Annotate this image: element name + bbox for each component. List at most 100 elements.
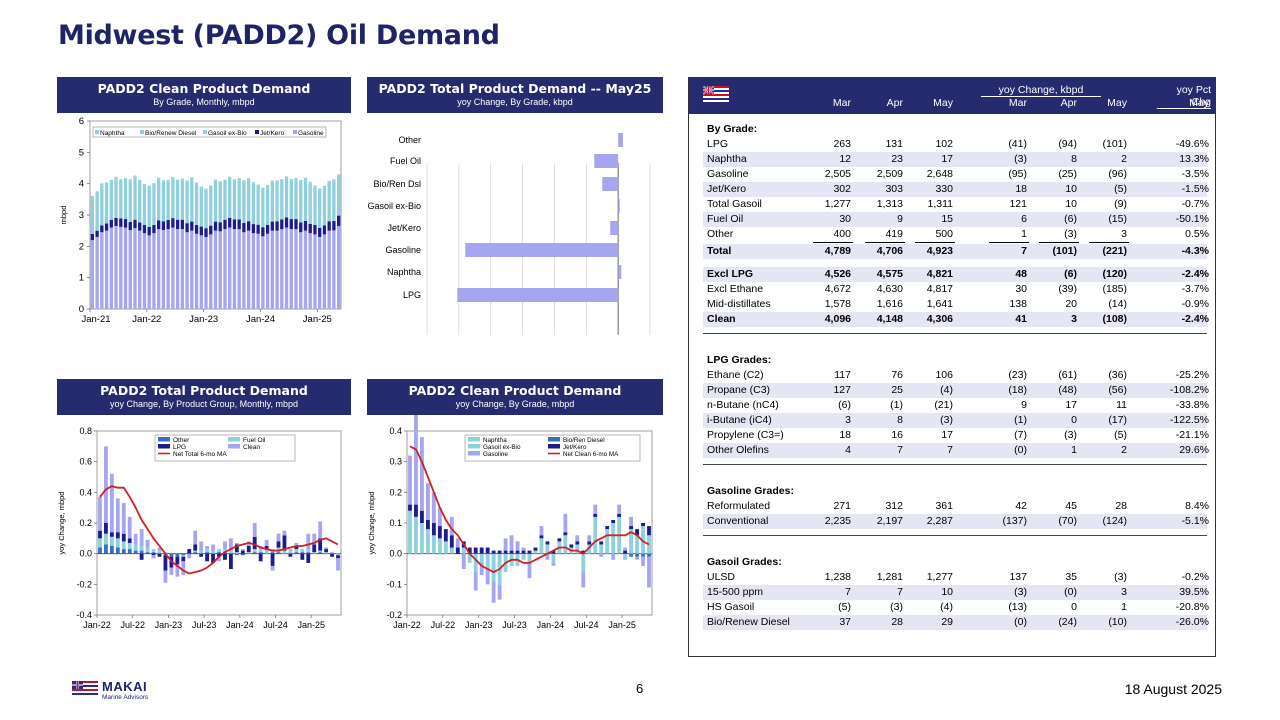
bar-segment	[275, 180, 279, 183]
bar-segment	[205, 553, 210, 562]
cell-value: (94)	[1058, 138, 1077, 150]
cell-value: (0)	[1064, 586, 1077, 598]
bar-segment	[138, 181, 142, 223]
y-tick-label: 0.6	[79, 457, 92, 467]
cell-value: 1	[1121, 601, 1127, 613]
bar-segment	[232, 229, 237, 309]
cell-value: 76	[891, 369, 903, 381]
table-row: n-Butane (nC4) (6) (1) (21) 9 17 11 -33.8%	[703, 398, 1209, 413]
x-tick-label: Jul-24	[263, 620, 288, 630]
bar-segment	[246, 230, 251, 309]
bar-segment	[336, 225, 341, 309]
bar-segment	[157, 179, 161, 221]
legend-swatch	[468, 451, 480, 456]
bar-segment	[300, 549, 305, 553]
x-tick-label: Jan-24	[246, 314, 275, 325]
bar-segment	[104, 183, 109, 185]
table-row: Propane (C3) 127 25 (4) (18) (48) (56) -108.2%	[703, 383, 1209, 398]
row-label: Bio/Renew Diesel	[707, 616, 790, 628]
bar-segment	[223, 541, 227, 550]
bar-segment	[276, 552, 281, 554]
cell-value: 16	[891, 429, 903, 441]
bar-segment	[282, 530, 287, 536]
bar-segment	[289, 178, 293, 180]
cell-value: 8	[897, 414, 903, 426]
bar-segment	[280, 219, 284, 230]
bar-segment	[109, 180, 113, 182]
cell-value: (96)	[1108, 168, 1127, 180]
bar-segment	[322, 185, 327, 187]
bar-segment	[209, 186, 213, 188]
bar-segment	[503, 538, 508, 551]
bar-segment	[185, 182, 189, 224]
chart-title: PADD2 Clean Product Demand	[97, 81, 311, 96]
cell-value: 7	[897, 586, 903, 598]
table-row: Naphtha 12 23 17 (3) 8 2 13.3%	[703, 152, 1209, 167]
bar-segment	[251, 182, 256, 184]
bar-segment	[142, 183, 147, 185]
bar-segment	[261, 189, 265, 228]
bar-segment	[336, 553, 340, 556]
bar-segment	[171, 177, 175, 179]
bar-segment	[431, 523, 436, 536]
cell-value: 4,821	[926, 268, 953, 280]
bar-segment	[171, 178, 175, 219]
bar-segment	[104, 230, 109, 309]
cell-value: (4)	[940, 601, 953, 613]
cell-value: 25	[891, 384, 903, 396]
bar-segment	[199, 226, 203, 236]
bar-segment	[294, 229, 298, 309]
cell-value: 1,277	[926, 571, 953, 583]
bar-segment	[322, 187, 327, 226]
bar-segment	[521, 553, 526, 560]
bar-segment	[270, 221, 274, 231]
cell-value: 37	[839, 616, 851, 628]
bar-segment	[563, 513, 568, 533]
cell-value: 45	[1065, 500, 1077, 512]
cell-value: -3.7%	[1181, 283, 1209, 295]
category-label: LPG	[403, 290, 421, 300]
cell-value: 2,509	[876, 168, 903, 180]
cell-value: 1	[1021, 228, 1027, 240]
cell-value: 35	[1065, 571, 1077, 583]
bar-segment	[180, 219, 185, 230]
bar-segment	[142, 185, 147, 226]
bar-segment	[194, 183, 199, 185]
bar-segment	[275, 230, 279, 309]
cell-value: (61)	[1058, 369, 1077, 381]
legend-label: Jet/Kero	[563, 444, 587, 451]
bar-segment	[211, 553, 215, 563]
bar-segment	[237, 229, 241, 309]
chart-total-demand-yoy-by-group: -0.4 -0.2 0.0 0.2 0.4 0.6 0.8 yoy Change, mbpd J…	[57, 426, 342, 630]
bar-segment	[327, 221, 331, 231]
bar-segment	[332, 179, 336, 181]
bar-segment	[647, 556, 651, 588]
bar-segment	[223, 181, 227, 220]
bar-segment	[147, 186, 151, 188]
bar-segment	[294, 549, 299, 553]
cell-value: 303	[885, 183, 903, 195]
bar-segment	[128, 179, 132, 182]
row-label: LPG	[707, 138, 729, 150]
cell-value: 10	[941, 586, 953, 598]
cell-value: (120)	[1102, 268, 1127, 280]
bar-segment	[123, 227, 128, 309]
cell-value: (3)	[940, 414, 953, 426]
x-tick-label: Jan-23	[465, 620, 493, 630]
bar-segment	[109, 536, 114, 546]
bar-segment	[199, 188, 203, 227]
bar-segment	[119, 178, 123, 180]
bar-segment	[161, 182, 166, 222]
bar-segment	[289, 219, 293, 230]
bar-segment	[289, 179, 293, 181]
report-date: 18 August 2025	[1124, 681, 1222, 697]
legend-label: Naphtha	[483, 437, 507, 444]
bar-segment	[270, 180, 274, 182]
cell-value: 28	[1115, 500, 1127, 512]
cell-value: (48)	[1058, 384, 1077, 396]
bar-segment	[185, 180, 189, 182]
section-title: By Grade:	[703, 122, 1207, 137]
bar-segment	[611, 553, 616, 560]
bar-segment	[611, 519, 616, 523]
bar-segment	[318, 188, 322, 189]
